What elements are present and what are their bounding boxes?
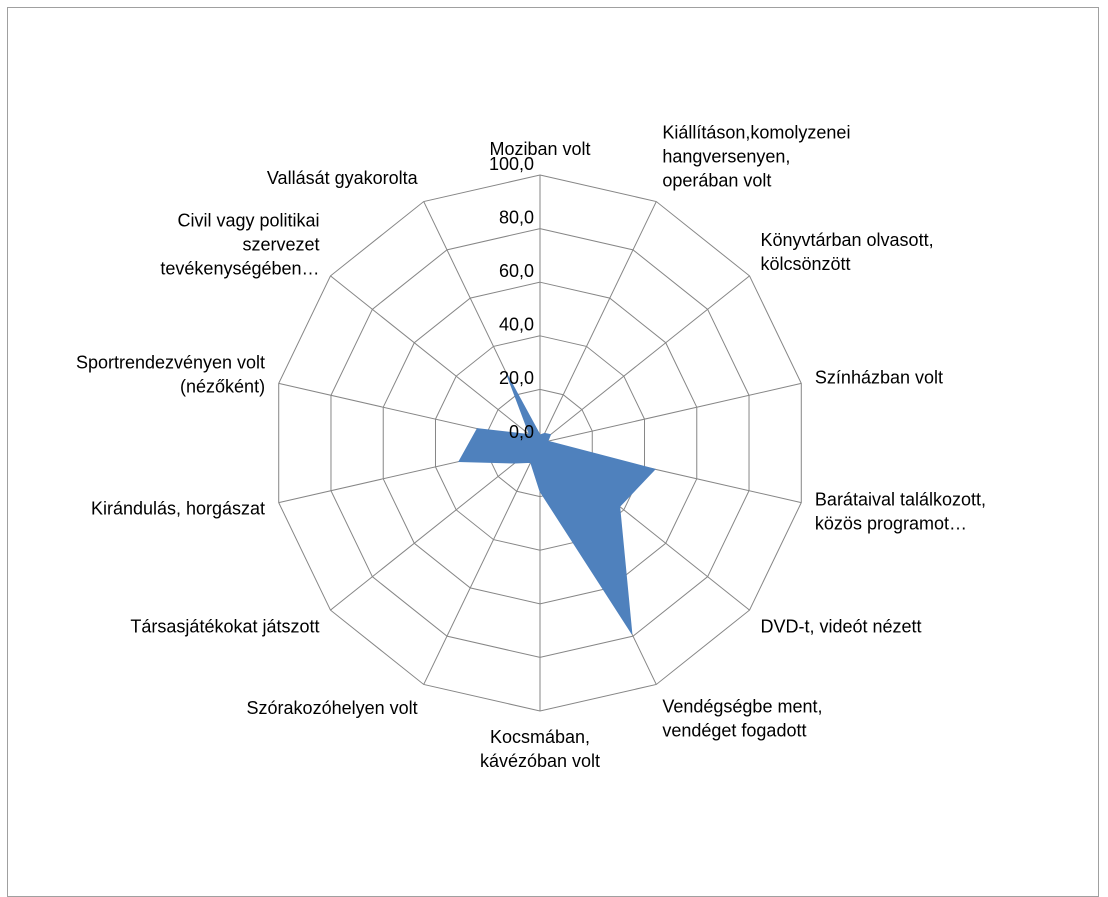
- radar-area: [458, 372, 656, 635]
- category-label: DVD-t, videót nézett: [760, 616, 922, 637]
- spoke: [539, 275, 750, 444]
- tick-label: 20,0: [499, 368, 534, 388]
- tick-label: 40,0: [499, 315, 534, 335]
- category-label: Vallását gyakorolta: [266, 168, 418, 189]
- category-label: Kiállításon,komolyzenei hangversenyen, o…: [662, 122, 851, 191]
- category-label: Társasjátékokat játszott: [130, 616, 320, 637]
- tick-label: 0,0: [509, 422, 534, 442]
- category-label: Moziban volt: [489, 139, 591, 159]
- spoke: [423, 442, 541, 685]
- spoke: [539, 201, 657, 444]
- spoke: [330, 275, 541, 444]
- spoke: [539, 382, 802, 444]
- spoke: [330, 442, 541, 611]
- tick-label: 80,0: [499, 207, 534, 227]
- category-label: Barátaival találkozott, közös programot…: [814, 489, 987, 534]
- category-label: Civil vagy politikai szervezet tevékenys…: [160, 210, 320, 279]
- category-label: Vendégségbe ment, vendéget fogadott: [662, 696, 823, 741]
- category-label: Színházban volt: [814, 367, 944, 388]
- tick-label: 100,0: [489, 154, 534, 174]
- category-label: Szórakozóhelyen volt: [246, 697, 418, 718]
- category-label: Sportrendezvényen volt (nézőként): [75, 352, 266, 397]
- category-label: Kirándulás, horgászat: [90, 498, 266, 519]
- category-label: Kocsmában, kávézóban volt: [479, 727, 601, 771]
- category-label: Könyvtárban olvasott, kölcsönzött: [760, 230, 934, 275]
- tick-label: 60,0: [499, 261, 534, 281]
